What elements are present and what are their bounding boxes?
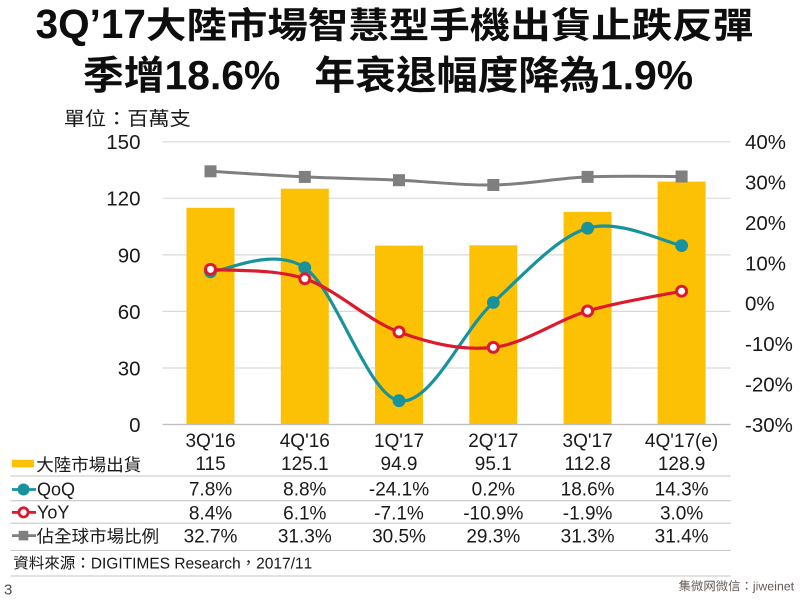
svg-text:31.4%: 31.4% [655,527,709,548]
svg-text:3: 3 [4,582,12,599]
svg-text:3Q'16: 3Q'16 [185,431,235,452]
svg-text:32.7%: 32.7% [184,527,238,548]
svg-text:3.0%: 3.0% [660,503,703,524]
svg-text:120: 120 [106,188,140,211]
svg-text:112.8: 112.8 [565,454,611,475]
svg-text:2Q'17: 2Q'17 [468,431,518,452]
svg-text:-1.9%: -1.9% [563,503,613,524]
svg-text:128.9: 128.9 [658,454,706,475]
svg-text:94.9: 94.9 [381,454,418,475]
svg-text:30: 30 [118,357,141,380]
svg-text:-20%: -20% [745,374,793,397]
svg-text:0: 0 [129,414,140,437]
svg-text:8.4%: 8.4% [189,503,232,524]
svg-text:7.8%: 7.8% [189,480,232,501]
svg-text:0.2%: 0.2% [472,480,515,501]
svg-text:20%: 20% [745,212,786,235]
svg-text:30.5%: 30.5% [372,527,426,548]
svg-text:14.3%: 14.3% [655,480,709,501]
svg-text:1Q'17: 1Q'17 [374,431,424,452]
svg-text:4Q'16: 4Q'16 [280,431,330,452]
svg-text:31.3%: 31.3% [278,527,332,548]
svg-text:4Q'17(e): 4Q'17(e) [645,431,718,452]
svg-text:-30%: -30% [745,414,793,437]
svg-text:30%: 30% [745,172,786,195]
svg-text:18.6%: 18.6% [561,480,615,501]
svg-text:YoY: YoY [37,502,69,522]
svg-text:95.1: 95.1 [475,454,512,475]
svg-text:3Q'17: 3Q'17 [563,431,613,452]
svg-text:40%: 40% [745,131,786,154]
svg-text:60: 60 [118,301,141,324]
svg-text:29.3%: 29.3% [466,527,520,548]
svg-text:150: 150 [106,131,140,154]
svg-text:115: 115 [195,454,225,475]
svg-text:10%: 10% [745,252,786,275]
svg-text:90: 90 [118,244,141,267]
svg-text:-10%: -10% [745,333,793,356]
svg-text:-10.9%: -10.9% [463,503,523,524]
svg-text:31.3%: 31.3% [561,527,615,548]
svg-text:8.8%: 8.8% [283,480,326,501]
svg-text:-7.1%: -7.1% [374,503,424,524]
svg-text:6.1%: 6.1% [283,503,326,524]
svg-text:0%: 0% [745,293,775,316]
svg-text:125.1: 125.1 [281,454,329,475]
svg-text:QoQ: QoQ [37,479,75,499]
svg-text:-24.1%: -24.1% [369,480,429,501]
